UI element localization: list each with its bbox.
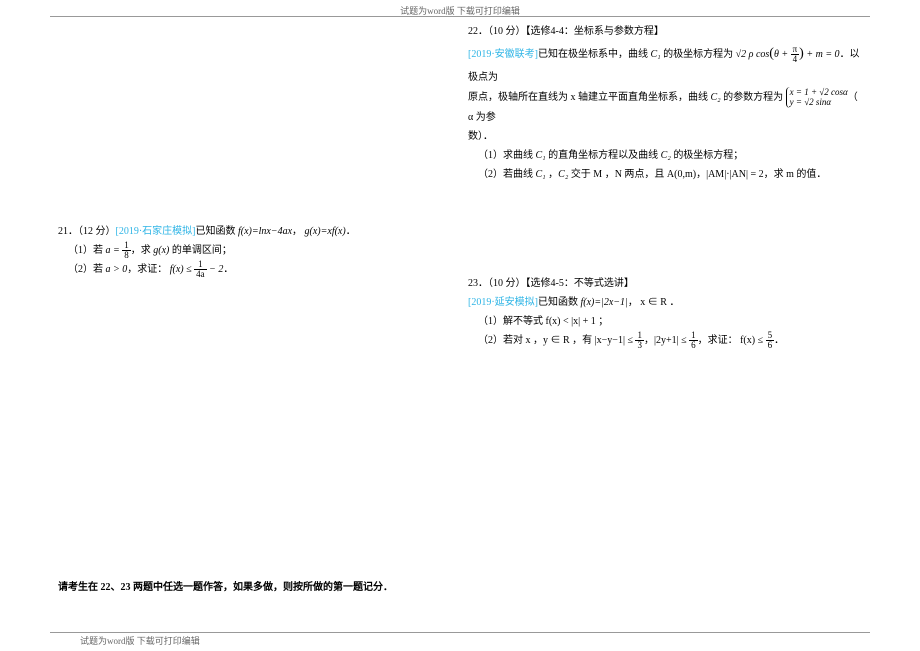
- t: 已知函数: [196, 226, 239, 237]
- m: − 2: [207, 264, 224, 275]
- b2: y = √2 sinα: [790, 97, 848, 108]
- m: a =: [106, 245, 123, 256]
- t: ，: [546, 169, 559, 180]
- den: 8: [122, 251, 131, 260]
- m: C₂: [711, 92, 721, 103]
- t: 的极坐标方程为: [661, 49, 736, 60]
- t: （1）求曲线: [478, 150, 536, 161]
- q23-head: 23．（10 分）【选修4-5：不等式选讲】: [468, 274, 862, 293]
- t: （2）若: [68, 264, 106, 275]
- den: 3: [635, 341, 644, 350]
- q22: 22．（10 分）【选修4-4：坐标系与参数方程】 [2019·安徽联考]已知在…: [468, 22, 862, 184]
- q23-line1: [2019·延安模拟]已知函数 f(x)=|2x−1|， x ∈ R ．: [468, 293, 862, 312]
- q21-source: [2019·石家庄模拟]: [116, 226, 196, 237]
- q23-part1: （1）解不等式 f(x) < |x| + 1 ；: [478, 312, 862, 331]
- q22-line3: 数）．: [468, 127, 862, 146]
- t: 原点，极轴所在直线为 x 轴建立平面直角坐标系，曲线: [468, 92, 711, 103]
- m: C₂: [661, 150, 671, 161]
- t: 的参数方程为: [721, 92, 786, 103]
- frac: 16: [689, 331, 698, 350]
- q21-part2: （2）若 a > 0，求证： f(x) ≤ 14a − 2．: [68, 260, 452, 279]
- m: f(x) ≤: [170, 264, 194, 275]
- page-footer: 试题为word版 下载可打印编辑: [80, 634, 200, 647]
- den: 6: [689, 341, 698, 350]
- m: √2 ρ cos: [736, 49, 770, 60]
- m: C₁: [536, 169, 546, 180]
- frac: 18: [122, 241, 131, 260]
- t: ．: [346, 226, 356, 237]
- t: ，|2y+1| ≤: [644, 335, 689, 346]
- q21-num: 21．（12 分）: [58, 226, 116, 237]
- m: f(x)=|2x−1|: [581, 297, 628, 308]
- frac: π4: [791, 45, 800, 64]
- q21-stem: 21．（12 分）[2019·石家庄模拟]已知函数 f(x)=lnx−4ax， …: [58, 222, 452, 241]
- t: 交于 M ，N 两点，且 A(0,m)，|AM|·|AN| = 2，求 m 的值…: [568, 169, 826, 180]
- q22-line1: [2019·安徽联考]已知在极坐标系中，曲线 C₁ 的极坐标方程为 √2 ρ c…: [468, 41, 862, 87]
- q22-source: [2019·安徽联考]: [468, 49, 538, 60]
- m: g(x)=xf(x): [305, 226, 346, 237]
- m: f(x)=lnx−4ax: [238, 226, 292, 237]
- t: ，求证：: [127, 264, 170, 275]
- t: ．: [223, 264, 233, 275]
- page: 21．（12 分）[2019·石家庄模拟]已知函数 f(x)=lnx−4ax， …: [0, 0, 920, 651]
- t: （1）若: [68, 245, 106, 256]
- frac: 56: [766, 331, 775, 350]
- m: θ +: [774, 49, 791, 60]
- m: g(x): [153, 245, 169, 256]
- den: 4: [791, 55, 800, 64]
- t: 已知函数: [538, 297, 581, 308]
- q23: 23．（10 分）【选修4-5：不等式选讲】 [2019·延安模拟]已知函数 f…: [468, 274, 862, 350]
- m: C₁: [536, 150, 546, 161]
- t: 已知在极坐标系中，曲线: [538, 49, 651, 60]
- m: a > 0: [106, 264, 128, 275]
- t: ，: [292, 226, 305, 237]
- t: ，求证： f(x) ≤: [698, 335, 766, 346]
- choice-note: 请考生在 22、23 两题中任选一题作答，如果多做，则按所做的第一题记分．: [58, 578, 393, 593]
- t: ， x ∈ R ．: [628, 297, 680, 308]
- frac: 14a: [194, 260, 207, 279]
- t: （2）若对 x ，y ∈ R ，有 |x−y−1| ≤: [478, 335, 635, 346]
- q22-line2: 原点，极轴所在直线为 x 轴建立平面直角坐标系，曲线 C₂ 的参数方程为 x =…: [468, 87, 862, 128]
- m: C₂: [558, 169, 568, 180]
- t: 的直角坐标方程以及曲线: [546, 150, 661, 161]
- frac: 13: [635, 331, 644, 350]
- t: 的单调区间；: [169, 245, 232, 256]
- b1: x = 1 + √2 cosα: [790, 87, 848, 98]
- den: 4a: [194, 270, 207, 279]
- q22-part1: （1）求曲线 C₁ 的直角坐标方程以及曲线 C₂ 的极坐标方程；: [478, 146, 862, 165]
- m: + m = 0: [804, 49, 840, 60]
- den: 6: [766, 341, 775, 350]
- q21-part1: （1）若 a = 18，求 g(x) 的单调区间；: [68, 241, 452, 260]
- right-column: 22．（10 分）【选修4-4：坐标系与参数方程】 [2019·安徽联考]已知在…: [460, 22, 870, 623]
- rule-top: [50, 16, 870, 17]
- t: ，求: [131, 245, 154, 256]
- q21: 21．（12 分）[2019·石家庄模拟]已知函数 f(x)=lnx−4ax， …: [58, 222, 452, 279]
- q23-part2: （2）若对 x ，y ∈ R ，有 |x−y−1| ≤ 13，|2y+1| ≤ …: [478, 331, 862, 350]
- t: 的极坐标方程；: [671, 150, 744, 161]
- rule-bottom: [50, 632, 870, 633]
- q22-part2: （2）若曲线 C₁ ，C₂ 交于 M ，N 两点，且 A(0,m)，|AM|·|…: [478, 165, 862, 184]
- t: ．: [774, 335, 784, 346]
- q22-head: 22．（10 分）【选修4-4：坐标系与参数方程】: [468, 22, 862, 41]
- brace: x = 1 + √2 cosαy = √2 sinα: [786, 87, 848, 109]
- q23-source: [2019·延安模拟]: [468, 297, 538, 308]
- t: （2）若曲线: [478, 169, 536, 180]
- m: C₁: [651, 49, 661, 60]
- left-column: 21．（12 分）[2019·石家庄模拟]已知函数 f(x)=lnx−4ax， …: [50, 22, 460, 623]
